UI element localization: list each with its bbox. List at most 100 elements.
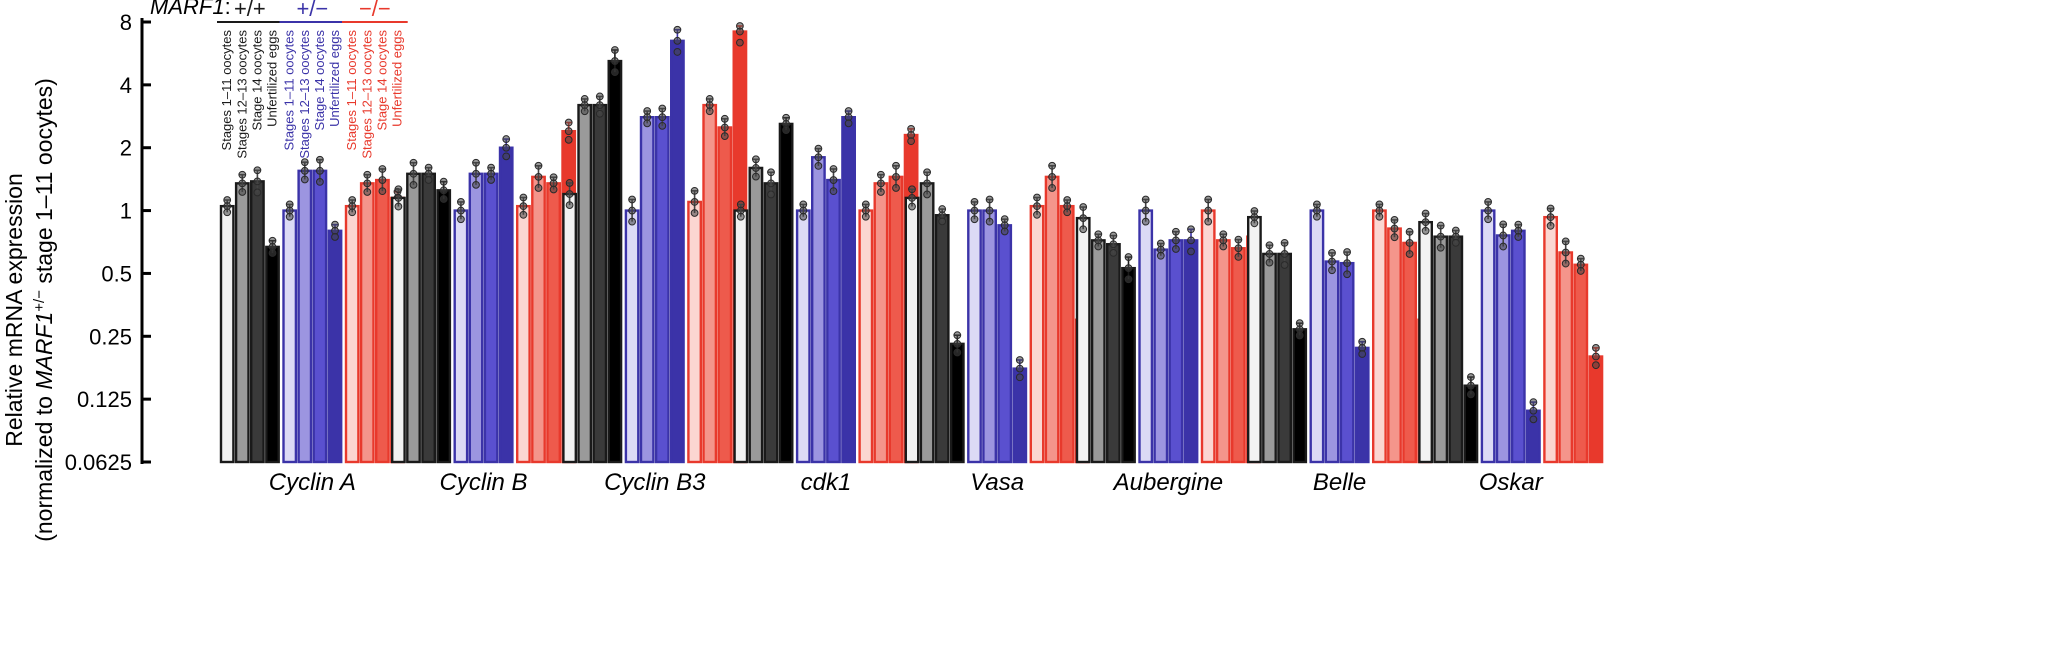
replicate-dot-2-het-2-1 [658,113,667,122]
replicate-dot-2-het-2-2 [658,121,667,130]
replicate-dot-2-het-0-0 [628,195,636,204]
replicate-dot-5-wt-3-1 [1124,264,1133,273]
replicate-dot-4-mut-0-0 [1033,193,1041,202]
bar-7-mut-3 [1588,355,1604,464]
replicate-dot-6-het-1-1 [1328,257,1336,266]
replicate-dot-7-mut-0-0 [1546,204,1555,213]
replicate-dot-4-mut-1-0 [1048,161,1056,170]
replicate-dot-2-mut-2-1 [720,123,729,132]
replicate-dot-7-wt-1-1 [1436,232,1445,241]
replicate-dot-5-wt-0-1 [1079,214,1088,223]
replicate-dot-4-mut-1-2 [1048,184,1056,192]
bar-0-wt-3 [265,245,280,464]
bar-4-wt-0 [904,196,920,464]
replicate-dot-7-mut-0-1 [1546,213,1555,222]
bars [219,22,1604,464]
replicate-dot-3-mut-1-0 [877,170,885,179]
replicate-dot-1-het-0-1 [457,206,465,215]
replicate-dot-1-wt-0-1 [394,193,403,202]
replicate-dot-3-het-1-0 [814,144,823,153]
replicate-dot-6-het-1-0 [1328,249,1336,257]
bar-7-wt-0 [1418,220,1434,464]
bar-1-wt-2 [421,172,436,464]
replicate-dot-7-wt-0-0 [1421,209,1430,218]
replicate-dot-1-wt-0-0 [394,185,403,194]
replicate-dot-4-wt-1-1 [923,179,931,188]
legend-stage-1-0: Stages 1–11 oocytes [282,30,297,151]
bar-1-wt-3 [436,189,452,464]
replicate-dot-2-mut-0-1 [690,198,699,206]
y-axis-title-line1: Relative mRNA expression [1,173,27,447]
replicate-dot-5-het-0-1 [1141,206,1150,215]
replicate-dot-2-het-3-2 [673,48,682,56]
legend-genotype-2: −/− [359,0,391,21]
replicate-dot-3-wt-3-2 [782,126,790,134]
replicate-dot-3-wt-2-1 [767,179,775,188]
gene-group-6 [1246,200,1433,464]
replicate-dot-0-mut-1-2 [363,188,372,196]
bar-5-het-0 [1138,209,1154,464]
y-axis-title-suffix: stage 1–11 oocytes) [31,78,57,290]
replicate-dot-6-wt-3-2 [1295,331,1304,340]
legend-stage-2-2: Stage 14 oocytes [374,30,389,131]
replicate-dot-3-mut-2-2 [892,184,900,192]
replicate-dot-2-wt-0-1 [565,190,574,198]
gene-group-4 [904,161,1090,464]
replicate-dot-0-wt-1-0 [238,170,247,179]
bar-4-het-1 [982,209,998,464]
bar-2-wt-3 [607,59,623,464]
replicate-dot-6-wt-1-2 [1265,258,1274,267]
replicate-dot-2-mut-3-1 [736,27,744,36]
replicate-dot-1-wt-3-2 [439,195,448,203]
legend-genotype-0: +/+ [234,0,266,21]
replicate-dot-6-het-3-2 [1358,350,1367,358]
bar-4-mut-0 [1029,204,1045,464]
y-axis-title-superscript: +/− [31,290,48,312]
bar-3-het-0 [795,209,811,464]
replicate-dot-5-mut-2-0 [1234,235,1243,244]
replicate-dot-2-wt-1-2 [580,107,589,116]
y-axis: 8 4 2 1 0.5 0.25 0.125 0.0625 [65,10,151,475]
y-tick-label-5: 0.25 [89,324,132,349]
bar-3-mut-0 [858,209,874,464]
replicate-dot-3-mut-3-2 [907,137,915,146]
bar-4-mut-2 [1059,204,1075,464]
replicate-dot-4-wt-2-2 [938,217,947,226]
replicate-dot-7-mut-3-1 [1592,352,1600,361]
legend-title-colon: : [225,0,231,19]
replicate-dot-4-mut-2-2 [1063,208,1072,217]
y-axis-title-prefix: (normalized to [31,390,57,542]
bar-3-het-3 [841,116,857,464]
bar-3-het-2 [826,178,841,464]
replicate-dot-3-wt-2-2 [767,190,775,199]
replicate-dot-1-wt-1-1 [409,169,418,178]
bar-5-het-3 [1183,239,1199,464]
bar-4-het-2 [997,224,1013,464]
replicate-dot-4-het-2-2 [1000,227,1009,236]
replicate-dot-1-het-0-2 [457,215,465,224]
replicate-dot-2-mut-0-2 [690,209,699,217]
replicate-dot-0-mut-2-0 [378,165,387,173]
bar-6-wt-2 [1277,252,1293,464]
bar-6-wt-3 [1292,328,1308,464]
gene-label-6: Belle [1313,469,1366,496]
gene-group-2 [562,22,748,464]
replicate-dot-4-het-3-0 [1015,356,1024,364]
replicate-dot-5-wt-3-0 [1124,253,1133,261]
bar-6-mut-0 [1371,209,1387,464]
replicate-dot-0-het-2-0 [316,155,324,164]
bar-0-wt-1 [234,182,250,464]
replicate-dot-6-mut-1-1 [1390,224,1399,233]
replicate-dot-7-wt-1-0 [1436,221,1445,230]
replicate-dot-3-mut-2-1 [892,172,900,181]
gene-label-7: Oskar [1479,469,1544,496]
bar-3-wt-0 [733,209,749,464]
bar-0-het-2 [312,169,328,464]
replicate-dot-1-mut-0-0 [519,193,528,202]
replicate-dot-7-mut-1-0 [1561,237,1570,246]
replicate-dot-6-het-2-1 [1343,259,1351,268]
replicate-dot-4-het-1-2 [985,217,994,226]
replicate-dot-6-het-1-2 [1328,266,1336,275]
replicate-dot-3-wt-1-2 [752,172,760,181]
replicate-dot-0-wt-1-1 [238,179,247,188]
